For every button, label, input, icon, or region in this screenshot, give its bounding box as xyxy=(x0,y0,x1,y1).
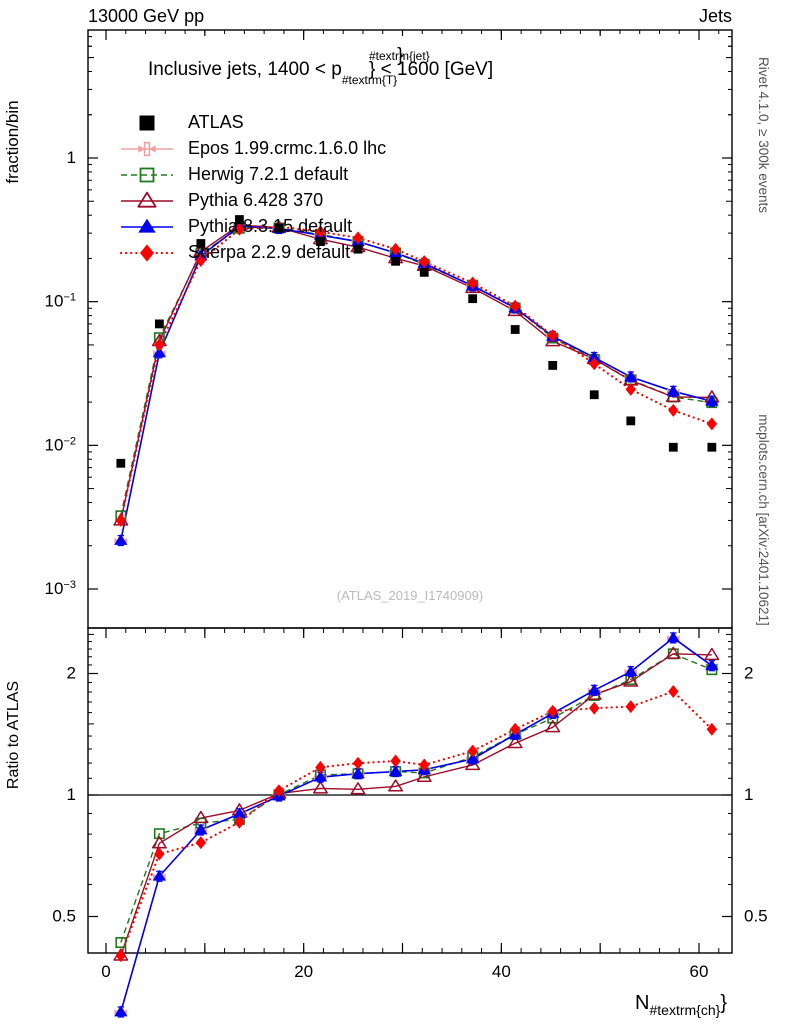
svg-text:1: 1 xyxy=(744,785,753,804)
svg-text:20: 20 xyxy=(294,962,313,981)
svg-text:Jets: Jets xyxy=(699,6,732,26)
svg-text:0.5: 0.5 xyxy=(52,907,76,926)
svg-text:40: 40 xyxy=(492,962,511,981)
svg-text:Pythia 8.3.15 default: Pythia 8.3.15 default xyxy=(188,216,352,236)
svg-text:Sherpa 2.2.9 default: Sherpa 2.2.9 default xyxy=(188,242,350,262)
svg-text:Ratio to ATLAS: Ratio to ATLAS xyxy=(5,681,22,789)
svg-text:10−2: 10−2 xyxy=(45,435,76,454)
svg-text:1: 1 xyxy=(67,148,76,167)
svg-text:1: 1 xyxy=(67,785,76,804)
svg-text:2: 2 xyxy=(744,664,753,683)
svg-text:Herwig 7.2.1 default: Herwig 7.2.1 default xyxy=(188,164,348,184)
svg-text:13000 GeV pp: 13000 GeV pp xyxy=(88,6,204,26)
svg-text:Inclusive jets, 1400 < p#textr: Inclusive jets, 1400 < p#textrm{T}} xyxy=(148,45,404,87)
svg-text:Pythia 6.428 370: Pythia 6.428 370 xyxy=(188,190,323,210)
svg-text:Epos 1.99.crmc.1.6.0 lhc: Epos 1.99.crmc.1.6.0 lhc xyxy=(188,138,386,158)
svg-text:ATLAS: ATLAS xyxy=(188,112,244,132)
svg-text:mcplots.cern.ch [arXiv:2401.10: mcplots.cern.ch [arXiv:2401.10621] xyxy=(756,414,771,626)
svg-text:(ATLAS_2019_I1740909): (ATLAS_2019_I1740909) xyxy=(337,588,483,603)
svg-text:N#textrm{ch}}: N#textrm{ch}} xyxy=(635,992,727,1018)
svg-text:} < 1600 [GeV]: } < 1600 [GeV] xyxy=(369,59,493,80)
svg-text:0: 0 xyxy=(101,962,110,981)
svg-text:10−1: 10−1 xyxy=(45,292,76,311)
svg-text:2: 2 xyxy=(67,664,76,683)
svg-text:fraction/bin: fraction/bin xyxy=(3,100,22,183)
svg-text:60: 60 xyxy=(690,962,709,981)
svg-text:0.5: 0.5 xyxy=(744,907,768,926)
svg-text:10−3: 10−3 xyxy=(45,579,76,598)
svg-text:Rivet 4.1.0, ≥ 300k events: Rivet 4.1.0, ≥ 300k events xyxy=(756,57,771,213)
